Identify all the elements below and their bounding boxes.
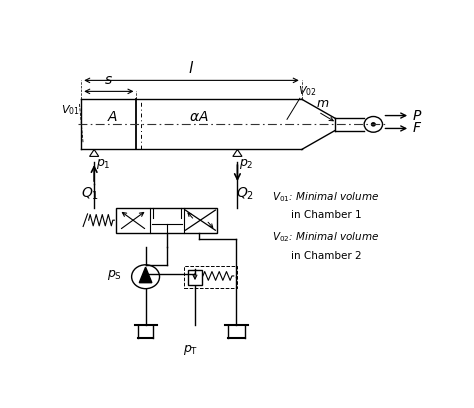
Text: $l$: $l$: [189, 60, 194, 75]
Text: $\alpha A$: $\alpha A$: [189, 109, 209, 124]
Text: $A$: $A$: [107, 109, 118, 124]
Bar: [184, 266, 237, 288]
Text: in Chamber 2: in Chamber 2: [291, 251, 361, 261]
Text: $V_{02}$: $V_{02}$: [298, 84, 317, 98]
Circle shape: [372, 123, 375, 126]
Text: $P$: $P$: [412, 109, 422, 122]
Text: $p_{\rm S}$: $p_{\rm S}$: [107, 268, 122, 282]
Text: $p_2$: $p_2$: [239, 157, 254, 171]
Text: $V_{02}$: Minimal volume: $V_{02}$: Minimal volume: [272, 231, 380, 244]
Text: $m$: $m$: [316, 97, 330, 110]
Polygon shape: [139, 267, 152, 283]
Text: $p_{\rm T}$: $p_{\rm T}$: [183, 343, 198, 357]
Bar: [116, 208, 217, 233]
Text: $V_{01}$: $V_{01}$: [61, 103, 80, 117]
Bar: [188, 271, 202, 285]
Text: $F$: $F$: [412, 122, 422, 135]
Text: $p_1$: $p_1$: [96, 157, 111, 171]
Text: $s$: $s$: [104, 73, 113, 87]
Text: $V_{01}$: Minimal volume: $V_{01}$: Minimal volume: [272, 190, 380, 204]
Text: $Q_2$: $Q_2$: [236, 186, 254, 202]
Text: in Chamber 1: in Chamber 1: [291, 211, 361, 220]
Text: $Q_1$: $Q_1$: [81, 186, 99, 202]
